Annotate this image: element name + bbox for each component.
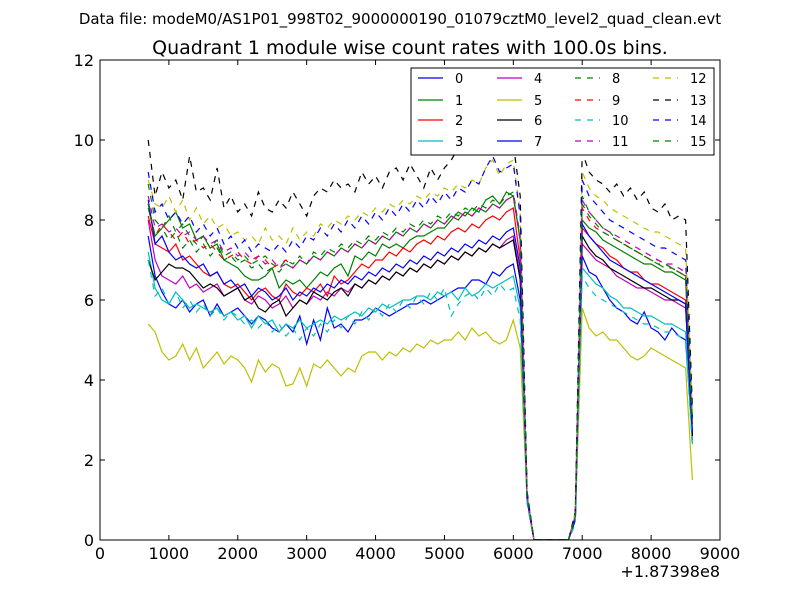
series-line-2 xyxy=(147,207,693,540)
x-tick-label: 9000 xyxy=(700,544,741,563)
series-line-8 xyxy=(147,183,693,540)
legend-label-4: 4 xyxy=(534,72,542,87)
x-tick-label: 2000 xyxy=(217,544,258,563)
y-tick-label: 8 xyxy=(84,211,94,230)
legend-label-3: 3 xyxy=(455,135,463,150)
series-line-7 xyxy=(147,199,693,540)
series-line-15 xyxy=(147,195,693,540)
ticks-layer: 0 1000 2000 3000 4000 5000 6000 7000 8000 9000 0 2 4… xyxy=(74,51,741,563)
y-tick-label: 12 xyxy=(74,51,94,70)
legend-label-1: 1 xyxy=(455,94,463,109)
series-line-13 xyxy=(147,114,693,540)
x-tick-label: 3000 xyxy=(286,544,327,563)
series-line-6 xyxy=(147,233,693,540)
legend-label-15: 15 xyxy=(690,135,707,150)
series-line-11 xyxy=(147,195,693,540)
x-tick-label: 1000 xyxy=(149,544,190,563)
legend-box xyxy=(410,67,715,156)
legend-label-6: 6 xyxy=(534,114,542,129)
series-line-12 xyxy=(147,158,693,540)
x-tick-label: 4000 xyxy=(355,544,396,563)
series-line-5 xyxy=(147,307,693,540)
x-tick-label: 6000 xyxy=(493,544,534,563)
series-layer xyxy=(147,114,693,540)
y-tick-label: 2 xyxy=(84,451,94,470)
series-line-10 xyxy=(147,259,693,540)
series-line-1 xyxy=(147,191,693,540)
x-tick-label: 8000 xyxy=(631,544,672,563)
y-tick-label: 10 xyxy=(74,131,94,150)
y-tick-label: 6 xyxy=(84,291,94,310)
y-tick-label: 0 xyxy=(84,531,94,550)
legend-label-11: 11 xyxy=(612,135,629,150)
legend-label-13: 13 xyxy=(690,94,707,109)
y-tick-label: 4 xyxy=(84,371,94,390)
series-line-14 xyxy=(147,154,693,540)
suptitle: Data file: modeM0/AS1P01_998T02_90000001… xyxy=(79,10,721,29)
legend-label-5: 5 xyxy=(534,94,542,109)
legend-label-14: 14 xyxy=(690,114,707,129)
x-tick-label: 7000 xyxy=(562,544,603,563)
x-tick-label: 5000 xyxy=(424,544,465,563)
legend-label-10: 10 xyxy=(612,114,629,129)
legend-label-9: 9 xyxy=(612,94,620,109)
chart-title: Quadrant 1 module wise count rates with … xyxy=(152,37,668,59)
legend-label-12: 12 xyxy=(690,72,707,87)
legend-label-8: 8 xyxy=(612,72,620,87)
series-line-0 xyxy=(147,235,693,540)
legend-label-0: 0 xyxy=(455,72,463,87)
series-line-3 xyxy=(147,251,693,540)
x-tick-label: 0 xyxy=(95,544,105,563)
x-offset-label: +1.87398e8 xyxy=(620,562,720,581)
legend-label-7: 7 xyxy=(534,135,542,150)
legend-label-2: 2 xyxy=(455,114,463,129)
